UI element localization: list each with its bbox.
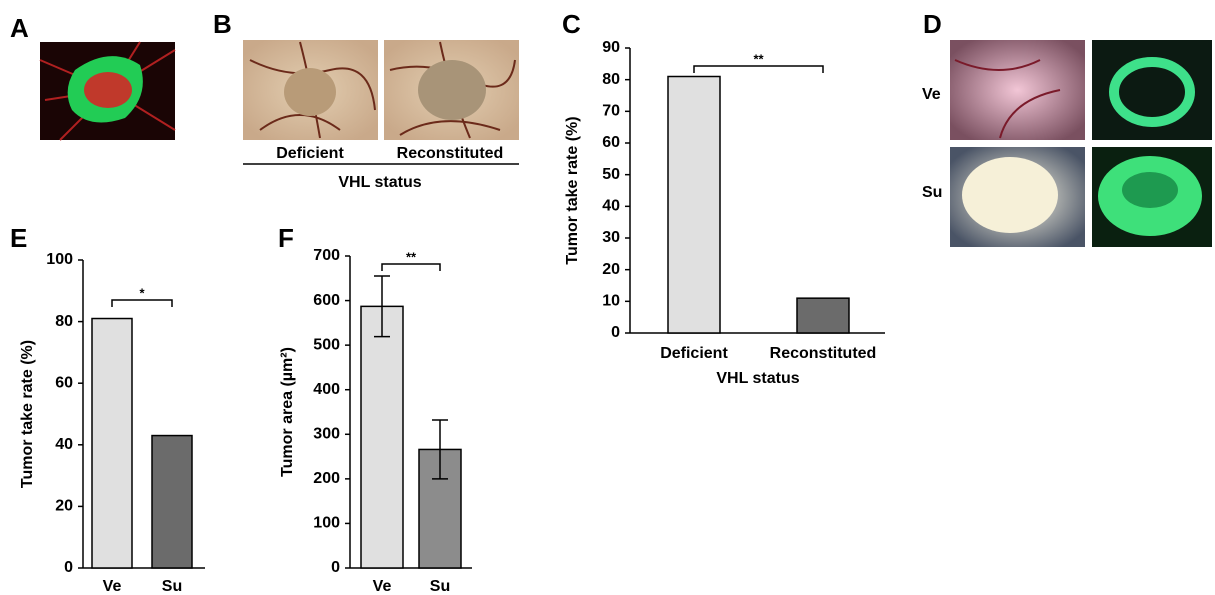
x-axis-label: VHL status <box>716 370 799 387</box>
y-tick-label: 60 <box>602 134 620 151</box>
x-tick-label: Ve <box>103 578 122 595</box>
y-tick-label: 90 <box>602 39 620 56</box>
bar <box>361 306 403 568</box>
panel-letter: F <box>278 223 294 253</box>
significance-label: ** <box>753 51 764 66</box>
y-tick-label: 0 <box>611 324 620 341</box>
panel-letter: D <box>923 9 942 39</box>
y-tick-label: 500 <box>313 336 340 353</box>
image-d <box>950 40 1212 247</box>
image-axis-label: VHL status <box>338 174 421 191</box>
significance-bracket <box>694 66 823 73</box>
y-tick-label: 400 <box>313 381 340 398</box>
y-tick-label: 200 <box>313 470 340 487</box>
bar <box>797 298 849 333</box>
x-tick-label: Ve <box>373 578 392 595</box>
image-label: Reconstituted <box>397 145 504 162</box>
y-tick-label: 30 <box>602 229 620 246</box>
image-a <box>40 42 175 140</box>
panel-letter: E <box>10 223 27 253</box>
y-tick-label: 20 <box>55 498 73 515</box>
y-tick-label: 300 <box>313 426 340 443</box>
significance-bracket <box>382 264 440 271</box>
y-tick-label: 0 <box>331 559 340 576</box>
y-tick-label: 600 <box>313 292 340 309</box>
panel-letter: A <box>10 13 29 43</box>
bar <box>152 436 192 568</box>
significance-label: * <box>139 285 145 300</box>
bar <box>668 77 720 334</box>
y-tick-label: 700 <box>313 247 340 264</box>
x-tick-label: Deficient <box>660 345 728 362</box>
y-tick-label: 70 <box>602 103 620 120</box>
figure: Deficient Reconstituted VHL status Ve Su… <box>0 0 1215 595</box>
y-tick-label: 80 <box>602 71 620 88</box>
image-label: Deficient <box>276 145 344 162</box>
y-tick-label: 60 <box>55 374 73 391</box>
y-tick-label: 0 <box>64 559 73 576</box>
row-label: Ve <box>922 86 941 103</box>
y-tick-label: 10 <box>602 293 620 310</box>
significance-label: ** <box>406 249 417 264</box>
x-tick-label: Reconstituted <box>770 345 877 362</box>
y-axis-label: Tumor take rate (%) <box>564 116 581 264</box>
y-tick-label: 80 <box>55 313 73 330</box>
panel-letter: B <box>213 9 232 39</box>
x-tick-label: Su <box>162 578 182 595</box>
y-tick-label: 100 <box>46 251 73 268</box>
y-axis-label: Tumor take rate (%) <box>19 340 36 488</box>
y-axis-label: Tumor area (µm²) <box>279 347 296 477</box>
y-tick-label: 50 <box>602 166 620 183</box>
significance-bracket <box>112 300 172 307</box>
y-tick-label: 100 <box>313 515 340 532</box>
y-tick-label: 40 <box>602 198 620 215</box>
x-tick-label: Su <box>430 578 450 595</box>
y-tick-label: 40 <box>55 436 73 453</box>
bar <box>92 319 132 568</box>
panel-letter: C <box>562 9 581 39</box>
row-label: Su <box>922 184 942 201</box>
y-tick-label: 20 <box>602 261 620 278</box>
